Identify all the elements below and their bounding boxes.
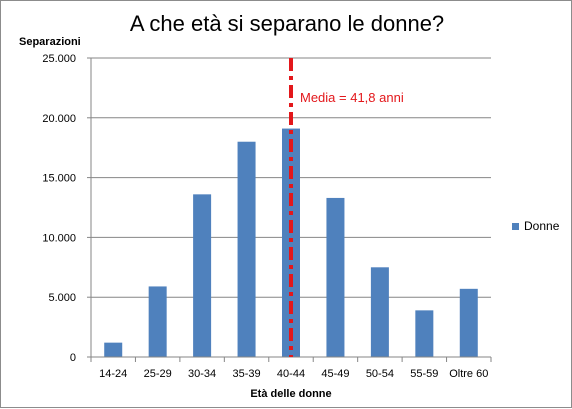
bar xyxy=(326,197,345,357)
bar xyxy=(459,288,478,357)
x-tick-label: 14-24 xyxy=(99,368,127,380)
y-tick-label: 15.000 xyxy=(42,173,76,185)
x-tick-label: Oltre 60 xyxy=(449,368,488,380)
mean-label: Media = 41,8 anni xyxy=(300,90,404,105)
y-tick-label: 25.000 xyxy=(42,53,76,65)
x-axis-label: Età delle donne xyxy=(250,388,332,400)
x-tick-label: 30-34 xyxy=(188,368,216,380)
legend-swatch xyxy=(512,222,519,230)
y-tick-label: 10.000 xyxy=(42,232,76,244)
chart-title: A che età si separano le donne? xyxy=(129,11,445,36)
y-axis-label: Separazioni xyxy=(19,36,81,48)
bar xyxy=(193,194,212,357)
y-tick-label: 0 xyxy=(70,352,76,364)
x-tick-label: 35-39 xyxy=(232,368,260,380)
bar xyxy=(104,342,123,357)
y-tick-label: 5.000 xyxy=(48,292,76,304)
y-tick-label: 20.000 xyxy=(42,113,76,125)
x-tick-label: 55-59 xyxy=(410,368,438,380)
x-tick-label: 50-54 xyxy=(366,368,394,380)
bar xyxy=(415,310,434,357)
bars xyxy=(104,128,478,357)
legend-label: Donne xyxy=(524,219,560,233)
x-tick-label: 25-29 xyxy=(144,368,172,380)
mean-annotation: Media = 41,8 anni xyxy=(289,58,404,357)
bar xyxy=(237,141,256,357)
bar xyxy=(148,286,167,357)
x-tick-label: 45-49 xyxy=(321,368,349,380)
legend: Donne xyxy=(512,219,559,233)
x-tick-label: 40-44 xyxy=(277,368,305,380)
bar xyxy=(370,267,389,357)
bar xyxy=(282,128,300,357)
